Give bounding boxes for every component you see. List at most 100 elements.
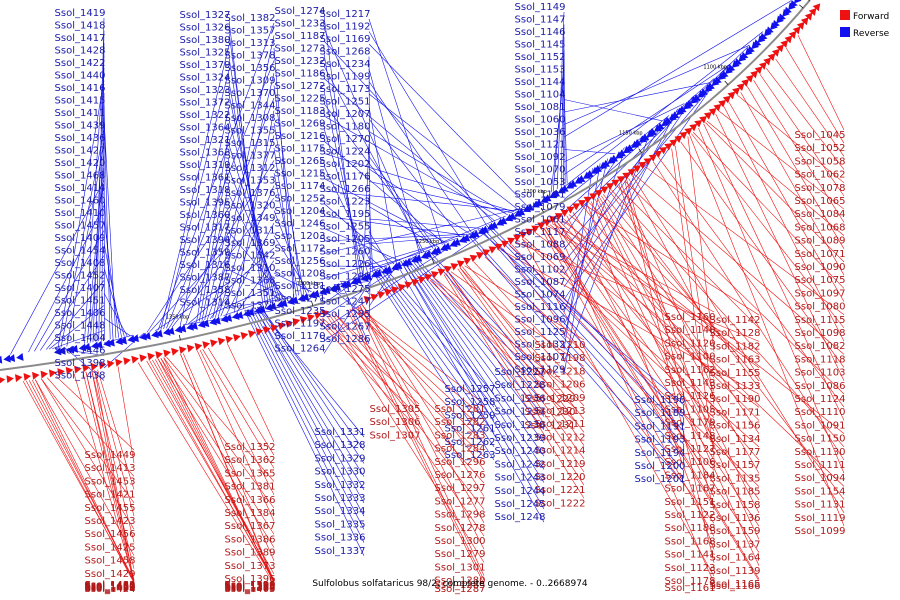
gene-label[interactable]: Ssol_1169 [320, 34, 371, 45]
gene-label[interactable]: Ssol_1264 [275, 344, 326, 355]
gene-label[interactable]: Ssol_1082 [795, 341, 846, 352]
gene-label[interactable]: Ssol_1405 [225, 584, 276, 595]
gene-label[interactable]: Ssol_1159 [710, 526, 761, 537]
gene-label[interactable]: Ssol_1410 [55, 208, 106, 219]
gene-label[interactable]: Ssol_1389 [225, 548, 276, 559]
gene-label[interactable]: Ssol_1228 [495, 380, 546, 391]
gene-label[interactable]: Ssol_1092 [515, 152, 566, 163]
gene-label[interactable]: Ssol_1462 [85, 580, 136, 591]
gene-label[interactable]: Ssol_1148 [665, 431, 716, 442]
gene-label[interactable]: Ssol_1052 [795, 143, 846, 154]
gene-label[interactable]: Ssol_1366 [225, 495, 276, 506]
gene-label[interactable]: Ssol_1233 [275, 19, 326, 30]
gene-label[interactable]: Ssol_1333 [315, 493, 366, 504]
gene-label[interactable]: Ssol_1269 [275, 119, 326, 130]
gene-label[interactable]: Ssol_1380 [180, 35, 231, 46]
gene-label[interactable]: Ssol_1154 [795, 486, 846, 497]
gene-label[interactable]: Ssol_1367 [225, 521, 276, 532]
gene-label[interactable]: Ssol_1245 [495, 499, 546, 510]
gene-label[interactable]: Ssol_1111 [795, 460, 846, 471]
gene-label[interactable]: Ssol_1362 [225, 455, 276, 466]
gene-label[interactable]: Ssol_1234 [320, 59, 371, 70]
gene-label[interactable]: Ssol_1322 [180, 110, 231, 121]
gene-label[interactable]: Ssol_1062 [795, 170, 846, 181]
gene-label[interactable]: Ssol_1175 [275, 144, 326, 155]
gene-label[interactable]: Ssol_1461 [85, 582, 136, 593]
gene-label[interactable]: Ssol_1125 [515, 327, 566, 338]
gene-label[interactable]: Ssol_1429 [85, 569, 136, 580]
gene-label[interactable]: Ssol_1142 [710, 315, 761, 326]
gene-label[interactable]: Ssol_1439 [55, 121, 106, 132]
gene-label[interactable]: Ssol_1415 [55, 96, 106, 107]
gene-label[interactable]: Ssol_1097 [795, 288, 846, 299]
gene-label[interactable]: Ssol_1235 [275, 306, 326, 317]
gene-label[interactable]: Ssol_1370 [225, 88, 276, 99]
gene-label[interactable]: Ssol_1327 [180, 10, 231, 21]
gene-label[interactable]: Ssol_1197 [275, 319, 326, 330]
gene-label[interactable]: Ssol_1309 [225, 76, 276, 87]
gene-label[interactable]: Ssol_1179 [665, 418, 716, 429]
gene-label[interactable]: Ssol_1381 [225, 482, 276, 493]
gene-label[interactable]: Ssol_1232 [275, 56, 326, 67]
gene-label[interactable]: Ssol_1137 [710, 539, 761, 550]
gene-label[interactable]: Ssol_1274 [275, 6, 326, 17]
gene-label[interactable]: Ssol_1320 [225, 201, 276, 212]
gene-label[interactable]: Ssol_1091 [795, 420, 846, 431]
gene-label[interactable]: Ssol_1215 [275, 169, 326, 180]
gene-label[interactable]: Ssol_1418 [55, 21, 106, 32]
gene-label[interactable]: Ssol_1128 [710, 328, 761, 339]
gene-label[interactable]: Ssol_1198 [535, 353, 586, 364]
gene-label[interactable]: Ssol_1170 [275, 331, 326, 342]
gene-label[interactable]: Ssol_1423 [85, 516, 136, 527]
gene-label[interactable]: Ssol_1143 [665, 378, 716, 389]
gene-label[interactable]: Ssol_1098 [795, 328, 846, 339]
gene-label[interactable]: Ssol_1451 [55, 296, 106, 307]
gene-label[interactable]: Ssol_1454 [55, 246, 106, 257]
gene-label[interactable]: Ssol_1103 [795, 368, 846, 379]
gene-label[interactable]: Ssol_1314 [180, 298, 231, 309]
gene-label[interactable]: Ssol_1375 [225, 581, 276, 592]
gene-label[interactable]: Ssol_1144 [515, 77, 566, 88]
gene-label[interactable]: Ssol_1390 [225, 580, 276, 591]
gene-label[interactable]: Ssol_1122 [665, 510, 716, 521]
gene-label[interactable]: Ssol_1161 [665, 583, 716, 594]
gene-label[interactable]: Ssol_1053 [515, 177, 566, 188]
gene-label[interactable]: Ssol_1165 [710, 579, 761, 590]
gene-label[interactable]: Ssol_1080 [795, 302, 846, 313]
gene-label[interactable]: Ssol_1212 [535, 432, 586, 443]
gene-label[interactable]: Ssol_1096 [515, 315, 566, 326]
gene-label[interactable]: Ssol_1081 [515, 102, 566, 113]
gene-label[interactable]: Ssol_1168 [665, 536, 716, 547]
gene-label[interactable]: Ssol_1177 [710, 447, 761, 458]
gene-label[interactable]: Ssol_1153 [515, 65, 566, 76]
gene-label[interactable]: Ssol_1275 [320, 284, 371, 295]
gene-label[interactable]: Ssol_1425 [85, 542, 136, 553]
gene-label[interactable]: Ssol_1151 [665, 497, 716, 508]
gene-label[interactable]: Ssol_1180 [320, 122, 371, 133]
gene-label[interactable]: Ssol_1145 [515, 40, 566, 51]
gene-label[interactable]: Ssol_1174 [275, 181, 326, 192]
gene-label[interactable]: Ssol_1167 [665, 484, 716, 495]
gene-label[interactable]: Ssol_1351 [225, 288, 276, 299]
gene-label[interactable]: Ssol_1323 [180, 85, 231, 96]
gene-label[interactable]: Ssol_1219 [535, 459, 586, 470]
gene-label[interactable]: Ssol_1126 [665, 391, 716, 402]
gene-label[interactable]: Ssol_1074 [515, 290, 566, 301]
gene-label[interactable]: Ssol_1330 [315, 467, 366, 478]
gene-label[interactable]: Ssol_1332 [315, 480, 366, 491]
gene-label[interactable]: Ssol_1283 [435, 430, 486, 441]
gene-label[interactable]: Ssol_1247 [320, 297, 371, 308]
gene-label[interactable]: Ssol_1436 [55, 133, 106, 144]
gene-label[interactable]: Ssol_1208 [275, 269, 326, 280]
gene-label[interactable]: Ssol_1204 [275, 206, 326, 217]
gene-label[interactable]: Ssol_1395 [180, 198, 231, 209]
gene-label[interactable]: Ssol_1308 [225, 113, 276, 124]
gene-label[interactable]: Ssol_1446 [55, 346, 106, 357]
gene-label[interactable]: Ssol_1361 [180, 173, 231, 184]
gene-label[interactable]: Ssol_1185 [710, 487, 761, 498]
gene-label[interactable]: Ssol_1419 [55, 8, 106, 19]
gene-label[interactable]: Ssol_1411 [55, 108, 106, 119]
gene-label[interactable]: Ssol_1231 [525, 420, 576, 431]
gene-label[interactable]: Ssol_1187 [275, 31, 326, 42]
gene-label[interactable]: Ssol_1166 [710, 581, 761, 592]
